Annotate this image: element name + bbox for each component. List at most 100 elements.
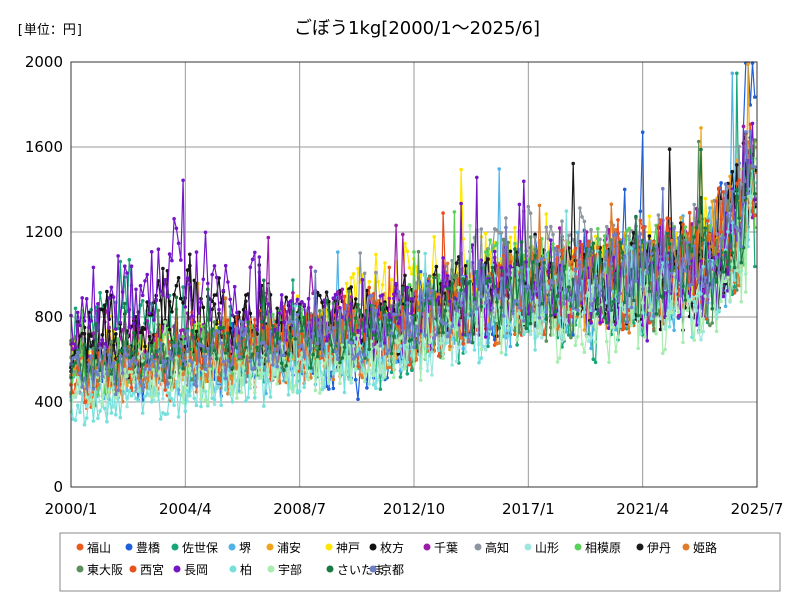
data-point [145, 319, 149, 323]
data-point [708, 224, 712, 228]
data-point [210, 272, 214, 277]
data-point [499, 266, 504, 270]
data-point [266, 302, 271, 306]
data-point [533, 247, 537, 252]
data-point [98, 409, 102, 413]
data-point [228, 297, 232, 302]
data-point [746, 62, 750, 67]
data-point [340, 287, 345, 292]
data-point [571, 333, 575, 337]
data-point [448, 344, 452, 349]
data-point [508, 260, 513, 265]
data-point [589, 227, 593, 232]
data-point [580, 215, 584, 219]
unit-label: [単位：円] [16, 22, 84, 38]
data-point [647, 214, 652, 219]
data-point [181, 328, 185, 332]
data-point [125, 396, 129, 400]
data-point [492, 331, 497, 335]
data-point [206, 281, 210, 286]
data-point [181, 285, 185, 289]
data-point [719, 181, 723, 185]
data-point [183, 409, 188, 414]
data-point [212, 264, 217, 268]
data-point [753, 213, 757, 218]
data-point [463, 264, 468, 268]
data-point [542, 332, 546, 337]
data-point [656, 213, 661, 217]
data-point [596, 227, 600, 231]
data-point [365, 386, 369, 390]
data-point [407, 266, 412, 270]
data-point [105, 289, 109, 294]
data-point [356, 328, 360, 333]
data-point [665, 216, 670, 221]
data-point [679, 216, 683, 220]
data-point [109, 339, 114, 344]
data-point [356, 397, 360, 402]
data-point [201, 277, 206, 282]
data-point [728, 174, 732, 179]
data-point [432, 235, 437, 239]
data-point [78, 323, 82, 328]
data-point [378, 387, 383, 391]
data-point [387, 313, 392, 317]
data-point [571, 255, 575, 259]
data-point [100, 307, 105, 312]
data-point [82, 422, 87, 427]
data-point [185, 268, 190, 272]
data-point [161, 325, 165, 329]
data-point [602, 234, 607, 238]
data-point [392, 296, 396, 301]
data-point [407, 282, 412, 287]
data-point [123, 264, 127, 269]
data-point [268, 309, 273, 314]
data-point [176, 415, 181, 419]
data-point [114, 332, 118, 336]
data-point [533, 232, 537, 237]
data-point [367, 382, 372, 386]
data-point [181, 334, 185, 339]
data-point [266, 283, 271, 288]
data-point [508, 249, 513, 254]
data-point [430, 373, 434, 377]
data-point [591, 357, 596, 362]
data-point [569, 314, 573, 319]
data-point [616, 218, 620, 222]
data-point [483, 231, 488, 236]
data-point [374, 301, 378, 306]
data-point [127, 388, 132, 393]
data-point [199, 300, 203, 304]
data-point [513, 241, 517, 246]
data-point [540, 335, 544, 340]
data-point [436, 295, 441, 300]
data-point [336, 290, 340, 294]
data-point [703, 196, 708, 201]
data-point [250, 257, 255, 262]
data-point [735, 158, 739, 163]
data-point [452, 210, 457, 214]
data-point [149, 400, 154, 404]
data-point [528, 332, 533, 337]
data-point [158, 289, 163, 294]
data-point [244, 299, 248, 304]
data-point [136, 327, 141, 331]
data-point [223, 263, 228, 268]
data-point [194, 329, 199, 334]
data-point [114, 327, 118, 331]
data-point [291, 278, 295, 282]
data-point [295, 294, 300, 299]
data-point [416, 249, 421, 254]
data-point [508, 235, 513, 240]
data-point [483, 347, 488, 352]
data-point [591, 327, 596, 332]
data-point [495, 228, 499, 232]
data-point [244, 310, 248, 314]
data-point [730, 292, 735, 297]
data-point [203, 230, 208, 235]
data-point [304, 308, 309, 313]
data-point [719, 230, 723, 234]
data-point [118, 415, 123, 420]
data-point [360, 277, 365, 282]
data-point [138, 283, 143, 288]
